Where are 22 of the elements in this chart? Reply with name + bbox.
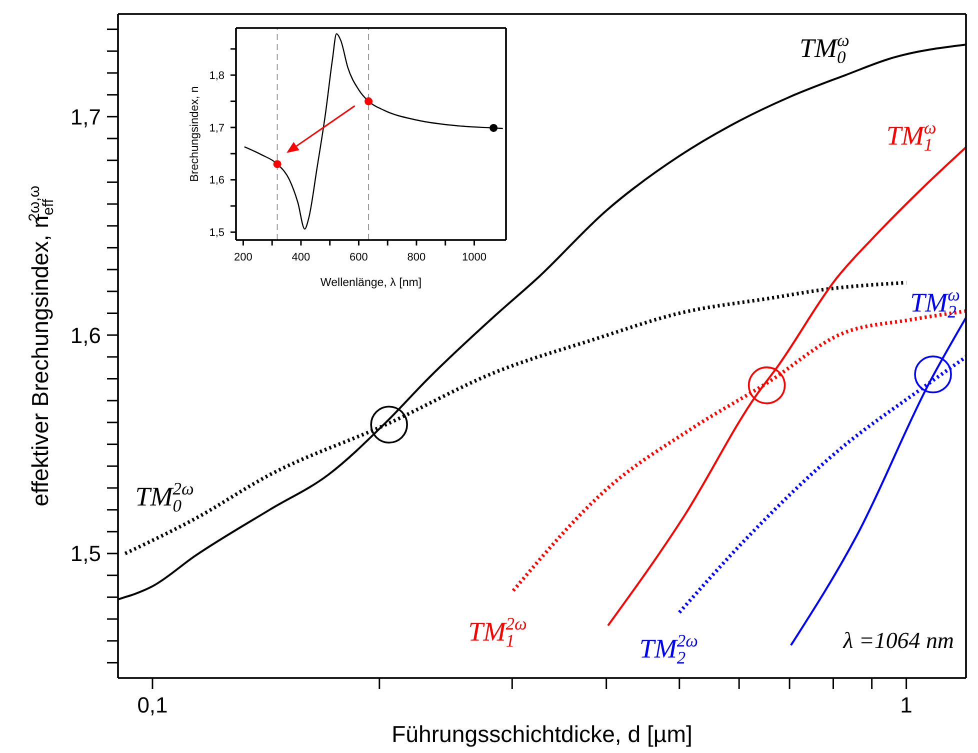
point — [273, 160, 282, 168]
y-tick-label: 1,6 — [70, 322, 101, 348]
x-tick-label: 600 — [350, 251, 368, 264]
x-axis-title: Führungsschichtdicke, d [µm] — [392, 721, 692, 747]
y-tick-label: 1,6 — [209, 174, 224, 187]
point — [490, 124, 498, 132]
x-tick-label: 1 — [900, 692, 912, 718]
point — [364, 97, 373, 106]
x-axis-title: Wellenlänge, λ [nm] — [320, 277, 422, 289]
x-tick-label: 800 — [407, 251, 426, 264]
y-tick-label: 1,5 — [209, 227, 224, 239]
x-tick-label: 400 — [292, 251, 310, 264]
y-tick-label: 1,7 — [70, 104, 101, 130]
x-tick-label: 200 — [234, 251, 252, 264]
y-tick-label: 1,8 — [209, 70, 224, 82]
annotation: λ =1064 nm — [842, 628, 954, 653]
y-tick-label: 1,5 — [70, 541, 101, 566]
y-tick-label: 1,7 — [209, 122, 224, 134]
x-tick-label: 1000 — [462, 251, 486, 264]
x-tick-label: 0,1 — [137, 692, 168, 718]
line-series — [244, 33, 504, 230]
y-axis-title: Brechungsindex, n — [189, 86, 201, 182]
